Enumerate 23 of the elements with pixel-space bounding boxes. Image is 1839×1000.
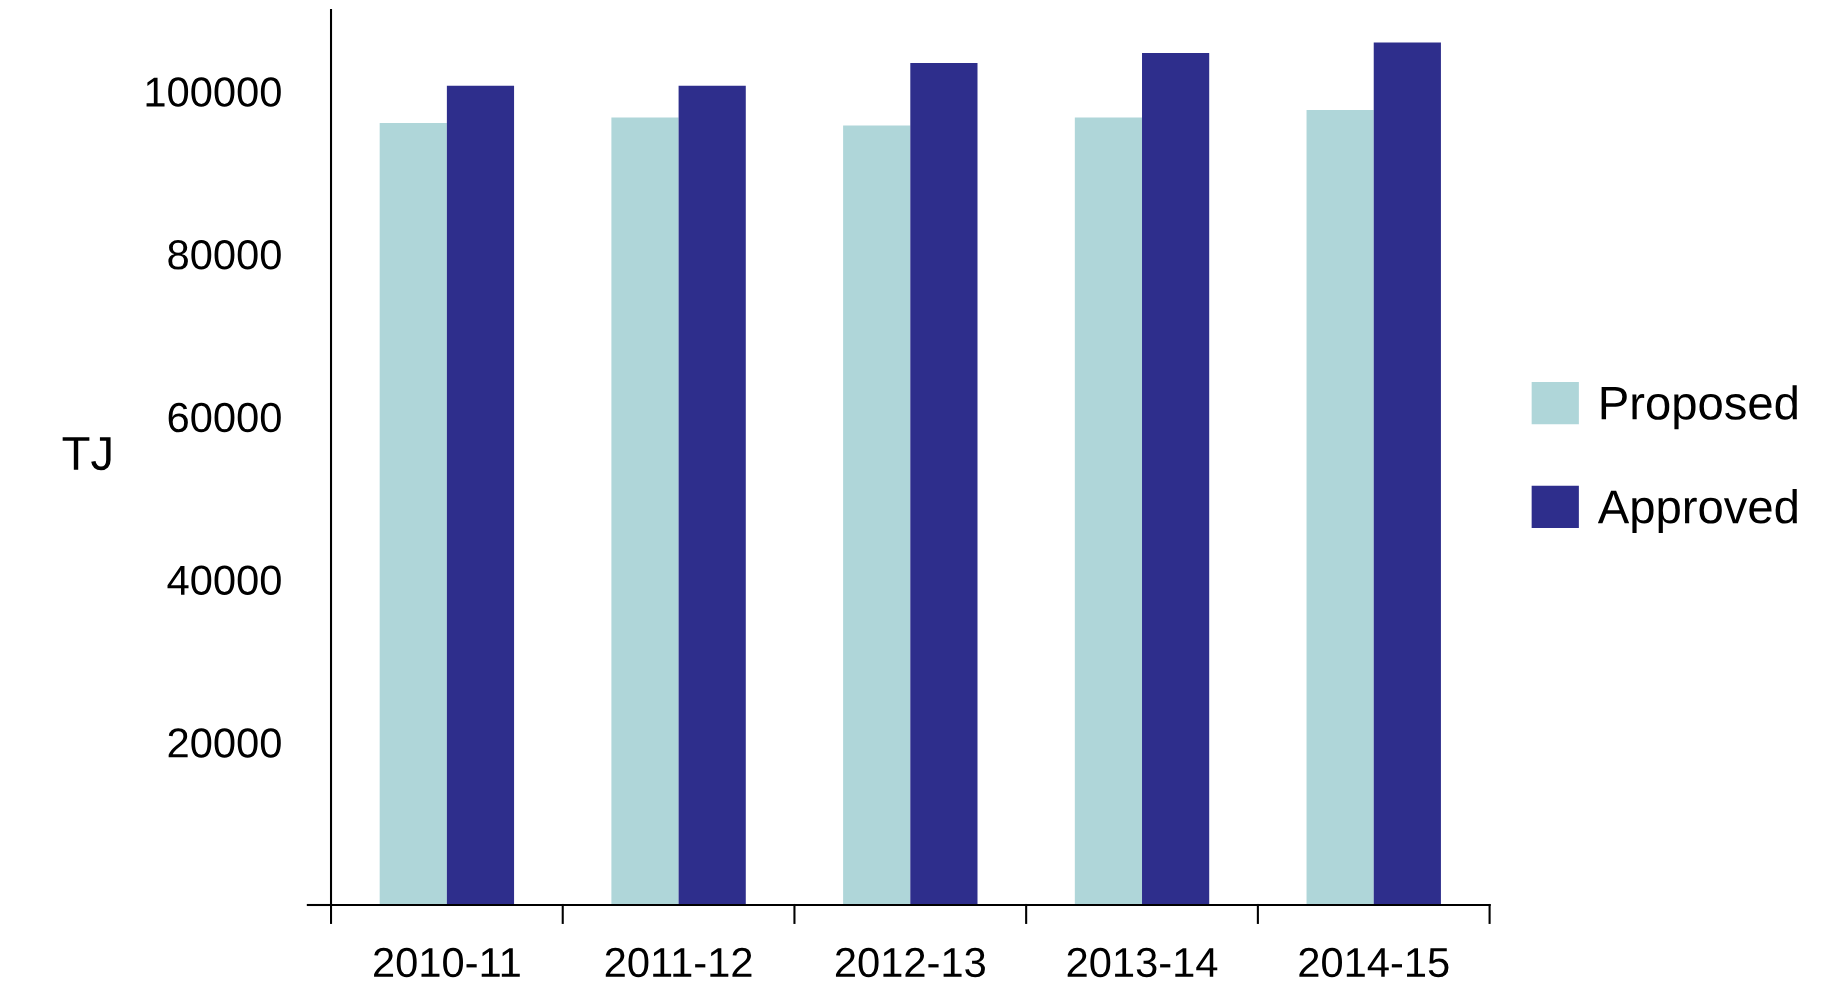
bar bbox=[611, 117, 679, 905]
bar bbox=[446, 85, 515, 905]
y-tick-label: 20000 bbox=[168, 728, 281, 758]
legend-label: Proposed bbox=[1601, 385, 1797, 430]
y-tick-label: 60000 bbox=[168, 402, 281, 433]
y-tick-label: 40000 bbox=[167, 565, 281, 596]
y-tick-label: 100000 bbox=[146, 77, 281, 107]
bar bbox=[1142, 53, 1210, 905]
bar bbox=[1306, 110, 1374, 905]
bar bbox=[1373, 42, 1441, 905]
x-tick-label: 2010-11 bbox=[374, 947, 520, 978]
x-tick-label: 2012-13 bbox=[835, 947, 985, 978]
x-tick-label: 2014-15 bbox=[1299, 947, 1449, 978]
bar bbox=[843, 125, 911, 905]
y-tick-label: 80000 bbox=[168, 240, 281, 270]
x-tick-label: 2011-12 bbox=[605, 947, 752, 978]
bar bbox=[379, 123, 447, 905]
bar bbox=[910, 62, 978, 905]
y-axis-title: TJ bbox=[62, 437, 111, 471]
legend-label: Approved bbox=[1597, 488, 1797, 533]
x-tick-label: 2013-14 bbox=[1067, 947, 1218, 978]
bar bbox=[1074, 117, 1143, 905]
bar bbox=[678, 85, 746, 905]
